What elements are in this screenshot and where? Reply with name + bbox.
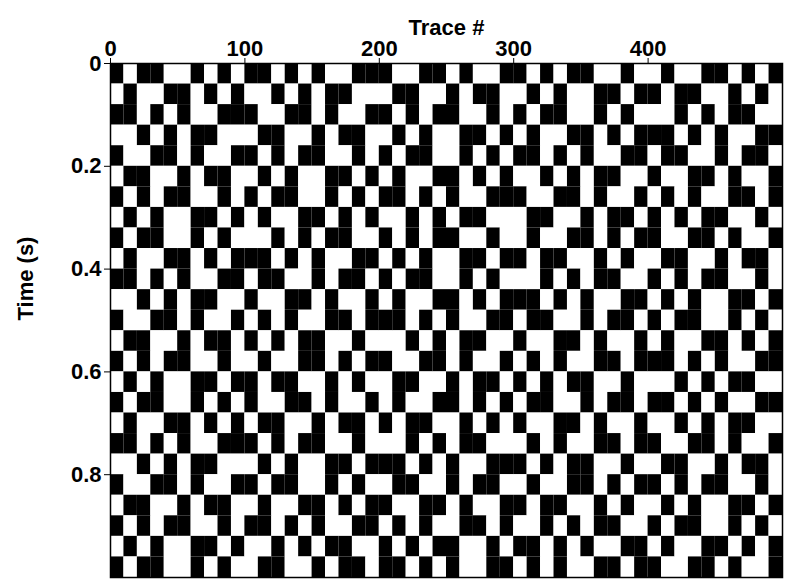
svg-text:0.4: 0.4	[71, 256, 102, 281]
svg-text:400: 400	[630, 36, 667, 61]
svg-text:0: 0	[89, 51, 101, 76]
svg-text:0: 0	[104, 36, 116, 61]
svg-text:0.8: 0.8	[71, 462, 102, 487]
svg-text:100: 100	[227, 36, 264, 61]
svg-text:0.2: 0.2	[71, 153, 102, 178]
svg-text:Trace #: Trace #	[409, 15, 485, 40]
svg-text:300: 300	[495, 36, 532, 61]
svg-text:0.6: 0.6	[71, 359, 102, 384]
svg-text:Time (s): Time (s)	[13, 237, 38, 321]
svg-text:200: 200	[361, 36, 398, 61]
